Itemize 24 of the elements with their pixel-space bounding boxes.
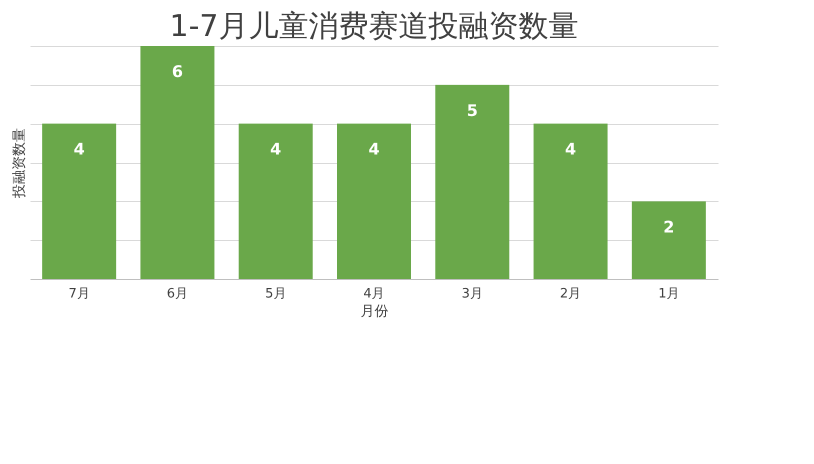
bar — [238, 124, 313, 279]
bar — [534, 124, 608, 279]
x-tick-label: 6月 — [166, 286, 188, 302]
x-tick-label: 4月 — [363, 286, 385, 302]
x-tick-label: 2月 — [560, 286, 582, 302]
chart-title: 1-7月儿童消费赛道投融资数量 — [170, 9, 578, 44]
bar — [140, 46, 214, 279]
bar — [42, 124, 116, 279]
y-axis-title: 投融资数量 — [12, 128, 28, 199]
bar — [337, 124, 411, 279]
x-axis-title: 月份 — [360, 304, 388, 320]
x-tick-label: 7月 — [68, 286, 90, 302]
data-label: 4 — [565, 140, 576, 159]
bar — [435, 84, 510, 279]
x-tick-label: 3月 — [462, 286, 483, 302]
data-label: 4 — [74, 140, 85, 159]
data-label: 6 — [172, 62, 183, 81]
data-label: 2 — [663, 217, 674, 236]
x-tick-label: 1月 — [658, 286, 680, 302]
x-tick-label: 5月 — [265, 286, 286, 302]
bar — [632, 201, 706, 279]
data-label: 4 — [270, 140, 282, 159]
data-label: 5 — [466, 100, 478, 120]
data-label: 4 — [368, 140, 380, 159]
